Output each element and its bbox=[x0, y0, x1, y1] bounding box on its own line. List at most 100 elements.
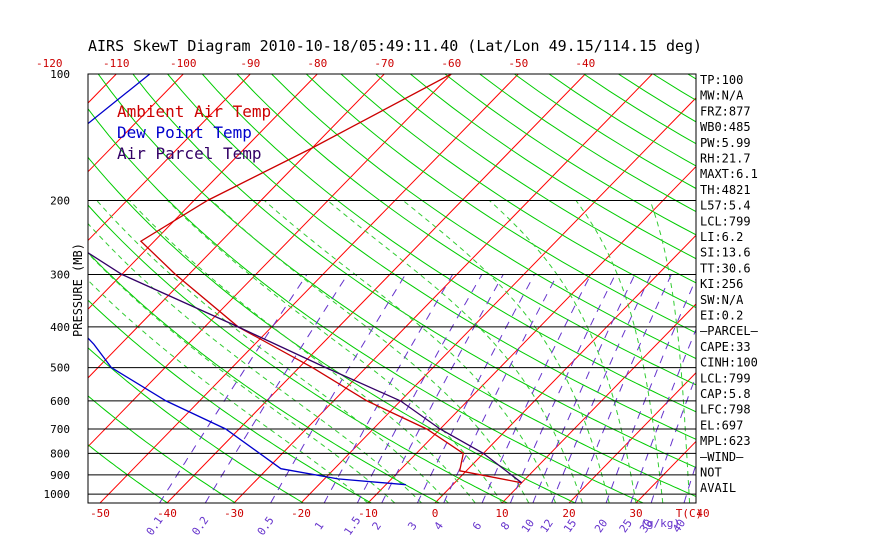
top-temp-tick-label: -100 bbox=[170, 57, 197, 70]
mixing-ratio-label: 12 bbox=[538, 517, 556, 535]
mixing-ratio-label: 20 bbox=[592, 517, 610, 535]
bottom-temp-tick-label: -20 bbox=[291, 507, 311, 520]
moist-adiabat-line bbox=[649, 200, 691, 503]
moist-adiabat-line bbox=[129, 200, 476, 503]
pressure-tick-label: 500 bbox=[50, 362, 70, 375]
dry-adiabat-line bbox=[132, 74, 696, 469]
dry-adiabat-line bbox=[88, 444, 168, 503]
y-axis-label: PRESSURE (MB) bbox=[71, 243, 85, 337]
index-item: CINH:100 bbox=[700, 356, 758, 370]
index-item: FRZ:877 bbox=[700, 104, 751, 118]
index-item: LI:6.2 bbox=[700, 230, 743, 244]
index-item: LFC:798 bbox=[700, 403, 751, 417]
legend-entry: Dew Point Temp bbox=[117, 123, 252, 142]
index-item: SW:N/A bbox=[700, 293, 744, 307]
pressure-tick-label: 200 bbox=[50, 194, 70, 207]
pressure-tick-label: 100 bbox=[50, 68, 70, 81]
mixing-ratio-line bbox=[481, 274, 592, 503]
bottom-temp-tick-label: 30 bbox=[629, 507, 642, 520]
dry-adiabat-line bbox=[167, 74, 696, 440]
dry-adiabat-line bbox=[305, 74, 696, 334]
dewpoint-profile-line bbox=[88, 74, 406, 486]
isotherm-line bbox=[88, 74, 385, 379]
pressure-tick-label: 900 bbox=[50, 469, 70, 482]
index-item: L57:5.4 bbox=[700, 199, 751, 213]
moist-adiabat-line bbox=[88, 222, 422, 503]
dry-adiabat-line bbox=[88, 347, 304, 503]
moist-adiabat-line bbox=[167, 200, 503, 503]
dry-adiabat-line bbox=[88, 251, 440, 503]
isotherm-line bbox=[568, 372, 696, 503]
isotherm-line bbox=[88, 74, 452, 448]
index-item: CAP:5.8 bbox=[700, 387, 751, 401]
isotherm-line bbox=[88, 74, 251, 242]
bottom-temp-tick-label: 0 bbox=[432, 507, 439, 520]
legend-entry: Air Parcel Temp bbox=[117, 144, 262, 163]
temperature-profile-line bbox=[139, 74, 522, 484]
index-item: AVAIL bbox=[700, 481, 736, 495]
mixing-ratio-line bbox=[204, 274, 349, 503]
dry-adiabat-line bbox=[88, 299, 372, 503]
dry-adiabat-line bbox=[410, 74, 696, 260]
mixing-ratio-line bbox=[416, 274, 535, 503]
moist-adiabat-line bbox=[264, 200, 557, 503]
index-item: MPL:623 bbox=[700, 434, 751, 448]
index-item: LCL:799 bbox=[700, 371, 751, 385]
dry-adiabat-line bbox=[201, 74, 696, 413]
chart-title: AIRS SkewT Diagram 2010-10-18/05:49:11.4… bbox=[88, 37, 702, 55]
dry-adiabat-line bbox=[340, 74, 696, 309]
top-temp-tick-label: -90 bbox=[240, 57, 260, 70]
top-temp-tick-label: -60 bbox=[441, 57, 461, 70]
moist-adiabat-line bbox=[575, 200, 664, 503]
isotherm-line bbox=[88, 74, 318, 310]
index-item: –PARCEL– bbox=[700, 324, 759, 338]
index-item: WB0:485 bbox=[700, 120, 751, 134]
index-item: SI:13.6 bbox=[700, 246, 751, 260]
index-item: RH:21.7 bbox=[700, 152, 751, 166]
dry-adiabat-line bbox=[88, 395, 236, 503]
parcel-profile-line bbox=[88, 251, 523, 484]
mixing-ratio-line bbox=[323, 274, 454, 503]
isotherm-line bbox=[300, 97, 696, 503]
mixing-ratio-unit-label: (g/kg) bbox=[640, 517, 680, 530]
plot-area bbox=[88, 74, 696, 503]
mixing-ratio-line bbox=[532, 274, 636, 503]
pressure-tick-label: 700 bbox=[50, 423, 70, 436]
moist-adiabat-line bbox=[96, 200, 449, 503]
mixing-ratio-line bbox=[356, 274, 483, 503]
pressure-tick-label: 1000 bbox=[44, 488, 71, 501]
dry-adiabat-line bbox=[375, 74, 696, 284]
bottom-temp-tick-label: -10 bbox=[358, 507, 378, 520]
bottom-temp-tick-label: -30 bbox=[224, 507, 244, 520]
mixing-ratio-line bbox=[381, 274, 504, 503]
isotherm-line bbox=[166, 74, 586, 503]
bottom-temp-tick-label: 40 bbox=[696, 507, 709, 520]
index-item: CAPE:33 bbox=[700, 340, 751, 354]
moist-adiabat-line bbox=[402, 200, 610, 503]
bottom-temp-tick-label: -40 bbox=[157, 507, 177, 520]
isotherm-line bbox=[99, 74, 519, 503]
index-item: NOT bbox=[700, 466, 722, 480]
top-temp-tick-label: -120 bbox=[36, 57, 63, 70]
top-temp-tick-label: -110 bbox=[103, 57, 130, 70]
top-temp-tick-label: -40 bbox=[575, 57, 595, 70]
pressure-tick-label: 400 bbox=[50, 321, 70, 334]
top-temp-tick-label: -50 bbox=[508, 57, 528, 70]
top-temp-tick-label: -80 bbox=[307, 57, 327, 70]
dry-adiabat-line bbox=[88, 108, 644, 503]
bottom-temp-tick-label: -50 bbox=[90, 507, 110, 520]
dry-adiabat-line bbox=[271, 74, 696, 360]
mixing-ratio-label: 30 bbox=[637, 517, 655, 535]
mixing-ratio-label: 15 bbox=[561, 517, 579, 535]
index-item: –WIND– bbox=[700, 450, 744, 464]
dry-adiabat-line bbox=[88, 156, 576, 503]
isotherm-line bbox=[434, 234, 696, 503]
isotherm-line bbox=[88, 74, 184, 173]
index-item: TP:100 bbox=[700, 73, 743, 87]
dry-adiabat-line bbox=[236, 74, 696, 386]
mixing-ratio-line bbox=[443, 274, 558, 503]
index-item: PW:5.99 bbox=[700, 136, 751, 150]
pressure-tick-label: 800 bbox=[50, 447, 70, 460]
bottom-temp-tick-label: 20 bbox=[562, 507, 575, 520]
